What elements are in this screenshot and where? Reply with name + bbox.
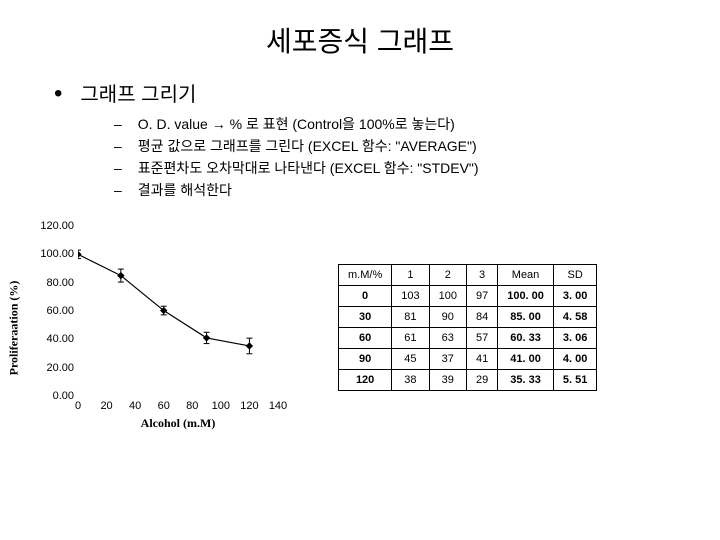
sub-bullet-text: 평균 값으로 그래프를 그린다 (EXCEL 함수: "AVERAGE") (138, 136, 477, 156)
table-cell: 3. 06 (553, 328, 596, 349)
sub-bullet-item: –결과를 해석한다 (114, 180, 670, 200)
table-header-cell: 1 (392, 265, 429, 286)
chart-ytick: 80.00 (40, 277, 74, 289)
bullet-dot-icon: • (54, 80, 62, 108)
table-cell: 85. 00 (498, 307, 554, 328)
chart-ytick: 100.00 (40, 248, 74, 260)
main-bullet: • 그래프 그리기 (50, 78, 670, 108)
table-cell: 5. 51 (553, 370, 596, 391)
table-cell: 38 (392, 370, 429, 391)
sub-bullet-text: 결과를 해석한다 (138, 180, 232, 200)
chart-ytick: 60.00 (40, 305, 74, 317)
table-header-row: m.M/%123MeanSD (339, 265, 597, 286)
chart-xtick: 140 (266, 400, 290, 412)
table-cell: 90 (429, 307, 466, 328)
chart-ytick: 40.00 (40, 333, 74, 345)
table-cell: 39 (429, 370, 466, 391)
table-cell: 120 (339, 370, 392, 391)
table-cell: 41. 00 (498, 349, 554, 370)
table-row: 010310097100. 003. 00 (339, 286, 597, 307)
table-cell: 57 (466, 328, 497, 349)
table-cell: 97 (466, 286, 497, 307)
chart-xtick: 40 (123, 400, 147, 412)
data-table: m.M/%123MeanSD010310097100. 003. 0030819… (338, 264, 597, 391)
page-title: 세포증식 그래프 (0, 0, 720, 68)
table-cell: 103 (392, 286, 429, 307)
dash-icon: – (114, 182, 122, 198)
sub-bullet-list: –O. D. value → % 로 표현 (Control을 100%로 놓는… (114, 114, 670, 200)
table-row: 3081908485. 004. 58 (339, 307, 597, 328)
table-cell: 30 (339, 307, 392, 328)
table-cell: 63 (429, 328, 466, 349)
chart-ytick: 120.00 (40, 220, 74, 232)
sub-bullet-text: 표준편차도 오차막대로 나타낸다 (EXCEL 함수: "STDEV") (138, 158, 479, 178)
chart-xtick: 120 (237, 400, 261, 412)
table-header-cell: SD (553, 265, 596, 286)
sub-bullet-text: O. D. value → % 로 표현 (Control을 100%로 놓는다… (138, 114, 455, 134)
proliferation-chart: Proliferaation (%) 0.0020.0040.0060.0080… (18, 218, 298, 438)
table-row: 9045374141. 004. 00 (339, 349, 597, 370)
table-cell: 4. 00 (553, 349, 596, 370)
dash-icon: – (114, 116, 122, 132)
sub-bullet-item: –O. D. value → % 로 표현 (Control을 100%로 놓는… (114, 114, 670, 134)
table-header-cell: 3 (466, 265, 497, 286)
sub-bullet-item: –평균 값으로 그래프를 그린다 (EXCEL 함수: "AVERAGE") (114, 136, 670, 156)
table-cell: 61 (392, 328, 429, 349)
chart-xtick: 0 (66, 400, 90, 412)
chart-xtick: 20 (95, 400, 119, 412)
chart-xlabel: Alcohol (m.M) (78, 416, 278, 431)
chart-ytick: 20.00 (40, 362, 74, 374)
table-cell: 84 (466, 307, 497, 328)
table-cell: 41 (466, 349, 497, 370)
table-cell: 3. 00 (553, 286, 596, 307)
table-cell: 100. 00 (498, 286, 554, 307)
chart-svg (78, 226, 278, 396)
table-cell: 100 (429, 286, 466, 307)
chart-plot-area (78, 226, 278, 396)
table-cell: 90 (339, 349, 392, 370)
table-cell: 0 (339, 286, 392, 307)
table-header-cell: 2 (429, 265, 466, 286)
chart-xtick: 60 (152, 400, 176, 412)
chart-xtick: 100 (209, 400, 233, 412)
table-header-cell: m.M/% (339, 265, 392, 286)
table-cell: 35. 33 (498, 370, 554, 391)
table-header-cell: Mean (498, 265, 554, 286)
dash-icon: – (114, 138, 122, 154)
lower-section: Proliferaation (%) 0.0020.0040.0060.0080… (0, 218, 720, 438)
main-bullet-text: 그래프 그리기 (80, 78, 196, 107)
table-cell: 45 (392, 349, 429, 370)
sub-bullet-item: –표준편차도 오차막대로 나타낸다 (EXCEL 함수: "STDEV") (114, 158, 670, 178)
table-cell: 29 (466, 370, 497, 391)
table-cell: 60. 33 (498, 328, 554, 349)
chart-ylabel: Proliferaation (%) (7, 281, 22, 376)
table-cell: 4. 58 (553, 307, 596, 328)
chart-xtick: 80 (180, 400, 204, 412)
table-cell: 37 (429, 349, 466, 370)
bullet-section: • 그래프 그리기 –O. D. value → % 로 표현 (Control… (0, 78, 720, 200)
dash-icon: – (114, 160, 122, 176)
table-row: 12038392935. 335. 51 (339, 370, 597, 391)
table-row: 6061635760. 333. 06 (339, 328, 597, 349)
data-table-wrap: m.M/%123MeanSD010310097100. 003. 0030819… (338, 264, 597, 438)
table-cell: 60 (339, 328, 392, 349)
table-cell: 81 (392, 307, 429, 328)
